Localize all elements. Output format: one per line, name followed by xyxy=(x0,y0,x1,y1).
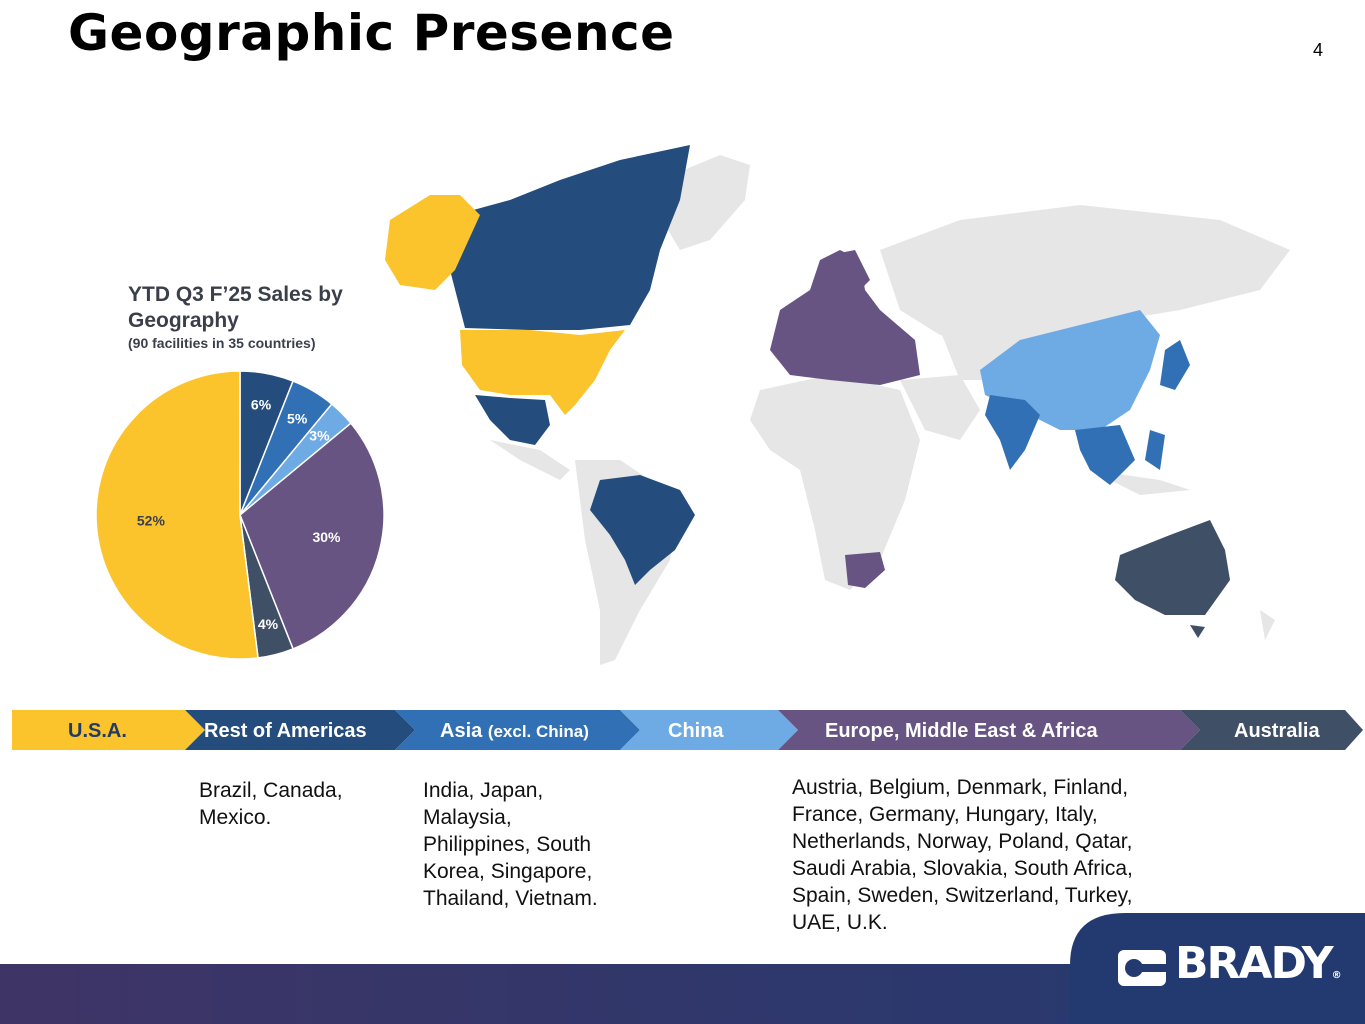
ribbon-segment-china xyxy=(620,710,798,750)
countries-rest-of-americas: Brazil, Canada, Mexico. xyxy=(199,779,343,829)
ribbon-label-china: China xyxy=(668,720,724,742)
pie-label-2: 3% xyxy=(309,428,330,444)
map-tasmania xyxy=(1190,625,1205,638)
map-canada xyxy=(450,145,690,330)
ribbon-segment-emea xyxy=(778,710,1200,750)
ribbon-label-usa: U.S.A. xyxy=(68,720,127,742)
brand-logo-text: BRADY® xyxy=(1175,938,1342,989)
ribbon-label-australia: Australia xyxy=(1234,720,1320,742)
map-alaska xyxy=(385,195,480,290)
ribbon-label-asia-note: (excl. China) xyxy=(487,722,589,741)
brand-registered-mark: ® xyxy=(1331,970,1342,981)
brand-name: BRADY xyxy=(1175,938,1334,989)
map-brazil xyxy=(590,475,695,585)
map-southeast-asia xyxy=(1075,425,1135,485)
map-europe xyxy=(770,250,920,385)
map-india xyxy=(985,395,1040,470)
map-australia xyxy=(1115,520,1230,615)
countries-emea: Austria, Belgium, Denmark, Finland, Fran… xyxy=(792,776,1133,934)
pie-label-1: 5% xyxy=(287,410,308,426)
world-map xyxy=(385,145,1290,665)
pie-label-3: 30% xyxy=(312,529,341,545)
ribbon-segment-usa xyxy=(12,710,205,750)
ribbon-segment-rest-of-americas xyxy=(185,710,415,750)
chart-title: YTD Q3 F’25 Sales by Geography xyxy=(128,283,343,332)
chart-subtitle: (90 facilities in 35 countries) xyxy=(128,335,316,351)
map-middle-east xyxy=(900,375,980,440)
map-central-america xyxy=(490,440,570,480)
ribbon-label-rest-of-americas: Rest of Americas xyxy=(204,720,367,742)
ribbon-segment-asia xyxy=(395,710,640,750)
pie-label-5: 52% xyxy=(137,513,166,529)
region-ribbon xyxy=(12,710,1363,750)
map-japan xyxy=(1160,340,1190,390)
map-philippines xyxy=(1145,430,1165,470)
ribbon-segment-australia xyxy=(1180,710,1363,750)
pie-slice-3 xyxy=(239,422,385,650)
map-russia xyxy=(880,205,1290,350)
ribbon-label-asia-main: Asia xyxy=(440,720,483,742)
pie-label-0: 6% xyxy=(251,397,272,413)
map-africa-base xyxy=(750,375,920,590)
brady-logo-icon xyxy=(1118,950,1166,986)
ribbon-label-emea: Europe, Middle East & Africa xyxy=(825,720,1098,742)
map-mexico xyxy=(475,395,550,445)
map-nz xyxy=(1260,610,1275,640)
map-south-africa xyxy=(845,552,885,588)
page-title: Geographic Presence xyxy=(68,4,675,62)
countries-asia: India, Japan, Malaysia, Philippines, Sou… xyxy=(423,779,598,910)
sales-pie-chart: 6% 5%3% 30% 4% 52% xyxy=(95,370,385,660)
map-scandinavia xyxy=(810,250,870,300)
map-usa xyxy=(460,330,625,415)
pie-label-4: 4% xyxy=(258,616,279,632)
page-number: 4 xyxy=(1312,40,1323,60)
ribbon-label-asia: Asia (excl. China) xyxy=(440,710,589,752)
pie-slice-5 xyxy=(95,370,259,660)
